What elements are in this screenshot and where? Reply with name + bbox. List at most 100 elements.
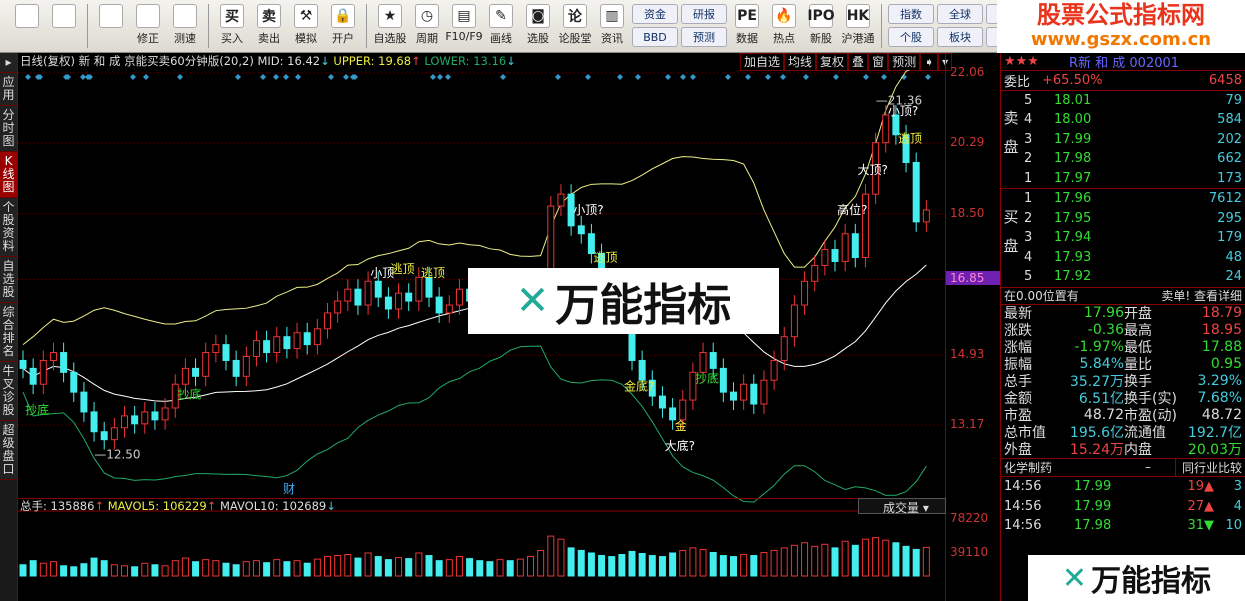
- toolbar-small-button[interactable]: 个股: [888, 27, 934, 47]
- sell-level-row[interactable]: 5 18.01 79: [1021, 91, 1245, 111]
- high-price-label: —21.36: [876, 94, 922, 108]
- industry-name[interactable]: 化学制药: [1004, 460, 1053, 475]
- volume-bar: [608, 556, 616, 577]
- toolbar-f10-button[interactable]: ▤ F10/F9: [445, 4, 483, 50]
- signal-diamond-icon: [925, 74, 931, 80]
- mavol5: MAVOL5: 106229: [107, 499, 207, 513]
- stock-select-icon: ◙: [526, 4, 550, 28]
- toolbar-windows-grid-button[interactable]: [10, 4, 44, 50]
- upper-band: [22, 70, 911, 346]
- sell-level-row[interactable]: 1 17.97 173: [1021, 169, 1245, 189]
- toolbar-hk-connect-button[interactable]: HK 沪港通: [841, 4, 875, 50]
- toolbar-up-down-arrow-button[interactable]: [94, 4, 128, 50]
- sell-level-row[interactable]: 2 17.98 662: [1021, 149, 1245, 169]
- toolbar-small-button[interactable]: 研报: [681, 4, 727, 24]
- candle-body: [679, 399, 687, 421]
- candle-body: [273, 336, 281, 354]
- news-icon: ▥: [600, 4, 624, 28]
- volume-bar: [263, 562, 271, 577]
- candle-body: [364, 280, 372, 306]
- expand-icon[interactable]: ➧: [920, 53, 939, 71]
- candle-body: [689, 371, 697, 401]
- sidebar-tab-7[interactable]: 超级盘口: [0, 421, 17, 480]
- notice-link[interactable]: 卖单! 查看详细: [1161, 289, 1242, 303]
- volume-bar: [242, 561, 250, 577]
- toolbar-ipo-button[interactable]: IPO 新股: [804, 4, 838, 50]
- chart-button-2[interactable]: 复权: [816, 53, 849, 71]
- sell-level-row[interactable]: 3 17.99 202: [1021, 130, 1245, 150]
- toolbar-forum-button[interactable]: 论论股堂: [558, 4, 592, 50]
- candle-body: [780, 336, 788, 361]
- chart-button-5[interactable]: 预测: [888, 53, 921, 71]
- logo-mark-icon: ✕: [515, 278, 550, 324]
- tick-row: 14:56 17.99 27 ▲ 4: [1001, 497, 1245, 517]
- toolbar-small-button[interactable]: BBD: [632, 27, 678, 47]
- chart-button-3[interactable]: 叠: [848, 53, 869, 71]
- volume-bar: [547, 535, 555, 577]
- volume-bar: [324, 556, 331, 577]
- tick-time: 14:56: [1004, 518, 1042, 534]
- toolbar-stock-select-button[interactable]: ◙ 选股: [521, 4, 555, 50]
- candle-body: [212, 344, 220, 354]
- buy-level-row[interactable]: 1 17.96 7612: [1021, 189, 1245, 209]
- sidebar-tab-6[interactable]: 牛叉诊股: [0, 362, 17, 421]
- buy-level-row[interactable]: 4 17.93 48: [1021, 248, 1245, 268]
- up-arrow-icon: ▲: [1204, 498, 1214, 514]
- toolbar-period-button[interactable]: ◷ 周期: [410, 4, 444, 50]
- buy-level-row[interactable]: 5 17.92 24: [1021, 267, 1245, 287]
- sell-level-row[interactable]: 4 18.00 584: [1021, 110, 1245, 130]
- volume-bar: [902, 545, 910, 577]
- sidebar-tab-5[interactable]: 综合排名: [0, 303, 17, 362]
- sidebar-collapse-icon[interactable]: ▸: [0, 53, 17, 73]
- signal-label: 金: [675, 418, 687, 433]
- toolbar-lock-button[interactable]: 🔒 开户: [326, 4, 360, 50]
- toolbar-star-folder-button[interactable]: ★ 自选股: [373, 4, 407, 50]
- signal-diamond-icon: [617, 74, 623, 80]
- signal-label: 逃顶: [391, 262, 415, 276]
- toolbar-news-button[interactable]: ▥ 资讯: [595, 4, 629, 50]
- sidebar-tab-3[interactable]: 个股资料: [0, 198, 17, 257]
- stat-value: 5.84%: [1079, 356, 1124, 372]
- volume-type-select[interactable]: 成交量 ▾: [858, 498, 946, 515]
- toolbar-hot-button[interactable]: 🔥 热点: [767, 4, 801, 50]
- signal-diamond-icon: [765, 74, 771, 80]
- volume-bar: [719, 555, 727, 577]
- toolbar-small-button[interactable]: 指数: [888, 4, 934, 24]
- price-tick: 16.85: [946, 271, 1001, 286]
- candle-body: [821, 249, 829, 266]
- site-watermark: 股票公式指标网 www.gszx.com.cn: [997, 0, 1245, 53]
- toolbar-refresh-button[interactable]: 修正: [131, 4, 165, 50]
- toolbar-small-button[interactable]: 预测: [681, 27, 727, 47]
- sidebar-tab-1[interactable]: 分时图: [0, 106, 17, 152]
- stat-label: 流通值: [1124, 425, 1166, 441]
- chart-button-4[interactable]: 窗: [868, 53, 889, 71]
- toolbar-sell-button[interactable]: 卖卖出: [252, 4, 286, 50]
- buy-level-row[interactable]: 3 17.94 179: [1021, 228, 1245, 248]
- volume-bar: [841, 540, 849, 577]
- toolbar-buy-button[interactable]: 买买入: [215, 4, 249, 50]
- toolbar-small-button[interactable]: 资金: [632, 4, 678, 24]
- up-arrow-icon: ↑: [411, 54, 421, 68]
- volume-bar: [252, 560, 260, 577]
- volume-bar: [892, 542, 900, 577]
- industry-compare-button[interactable]: 同行业比较: [1174, 458, 1242, 476]
- toolbar-clock-button[interactable]: 测速: [168, 4, 202, 50]
- toolbar-pe-button[interactable]: PE 数据: [730, 4, 764, 50]
- toolbar-label: 卖出: [258, 32, 280, 45]
- tick-count: 4: [1233, 498, 1242, 514]
- toolbar-back-arrow-button[interactable]: [47, 4, 81, 50]
- chart-button-1[interactable]: 均线: [784, 53, 817, 71]
- toolbar-small-button[interactable]: 板块: [937, 27, 983, 47]
- chart-button-0[interactable]: 加自选: [740, 53, 785, 71]
- sidebar-tab-4[interactable]: 自选股: [0, 257, 17, 303]
- sidebar-tab-2[interactable]: K线图: [0, 152, 17, 198]
- toolbar-small-button[interactable]: 全球: [937, 4, 983, 24]
- volume-bar: [100, 560, 108, 577]
- sidebar-tab-0[interactable]: 应用: [0, 73, 17, 106]
- buy-level-row[interactable]: 2 17.95 295: [1021, 209, 1245, 229]
- signal-label: 抄底: [25, 402, 49, 417]
- toolbar-gavel-button[interactable]: ⚒ 模拟: [289, 4, 323, 50]
- period-label[interactable]: 日线(复权): [20, 54, 75, 68]
- toolbar-pen-button[interactable]: ✎ 画线: [484, 4, 518, 50]
